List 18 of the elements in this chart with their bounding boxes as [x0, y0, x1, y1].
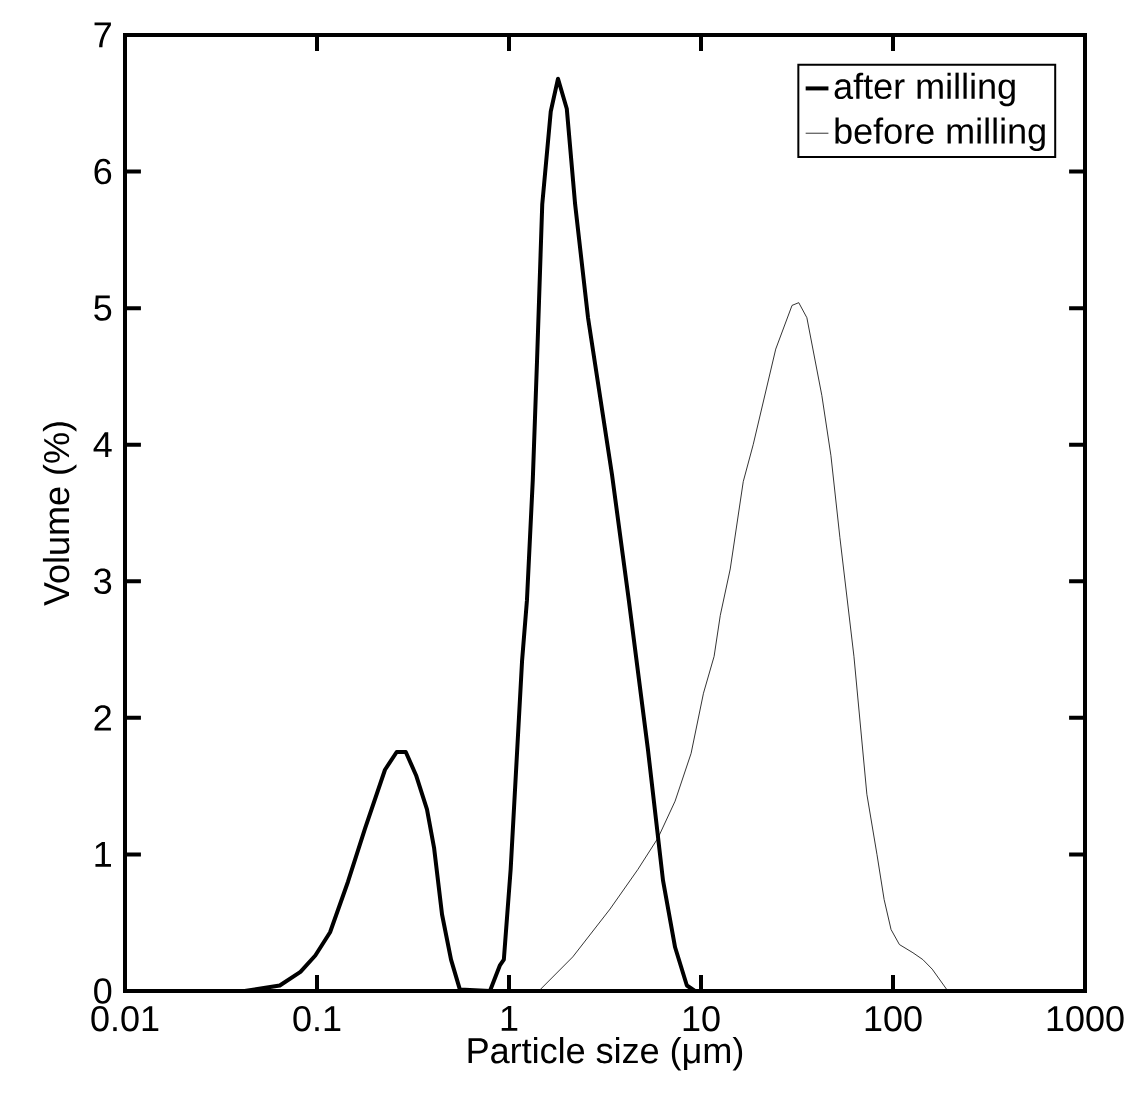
- y-tick-label: 0: [94, 978, 112, 1004]
- y-tick-label: 3: [94, 568, 112, 595]
- legend-label: before milling: [835, 117, 1045, 152]
- y-tick-label: 7: [94, 22, 111, 48]
- y-tick-label: 5: [94, 295, 112, 321]
- x-tick-label: 1000: [1047, 1005, 1124, 1032]
- y-tick-label: 2: [94, 705, 111, 731]
- x-tick-label: 100: [865, 1005, 922, 1032]
- y-tick-label: 6: [94, 158, 112, 185]
- x-tick-label: 0.01: [91, 1005, 159, 1032]
- y-tick-label: 1: [95, 842, 111, 867]
- x-tick-label: 1: [501, 1005, 518, 1031]
- y-tick-label: 4: [93, 432, 112, 458]
- y-axis-title: Volume (%): [42, 422, 77, 606]
- legend-label: after milling: [834, 72, 1015, 107]
- x-axis-title: Particle size (μm): [468, 1036, 743, 1071]
- x-tick-label: 0.1: [293, 1005, 341, 1032]
- x-tick-label: 10: [683, 1005, 720, 1032]
